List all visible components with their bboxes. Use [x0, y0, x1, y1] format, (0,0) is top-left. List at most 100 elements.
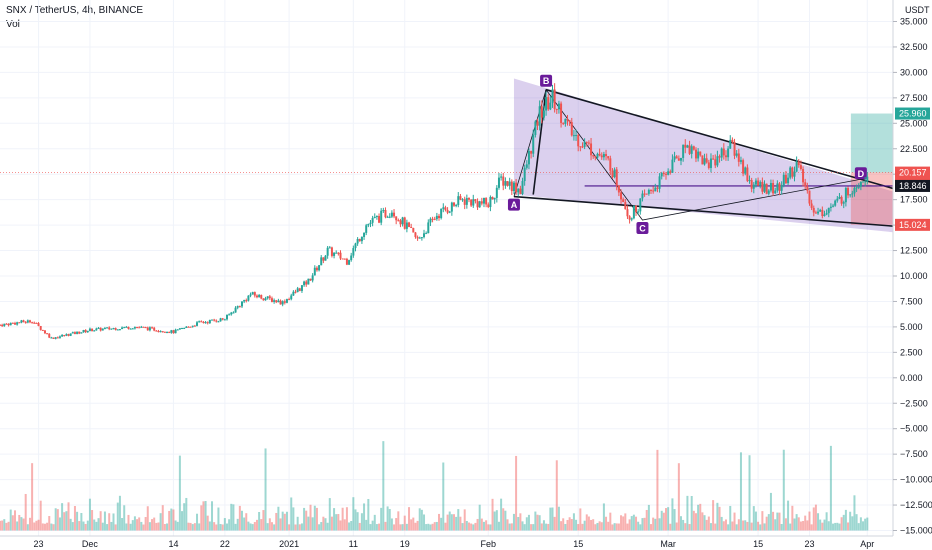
- volume-bar: [851, 516, 854, 531]
- volume-bar: [538, 515, 541, 531]
- candle-body: [677, 158, 680, 161]
- volume-bar: [401, 524, 404, 531]
- candle-body: [408, 222, 411, 227]
- candle-body: [236, 306, 239, 308]
- candle-body: [639, 198, 642, 212]
- volume-bar: [855, 514, 858, 531]
- candle-body: [219, 318, 222, 322]
- candle-body: [412, 227, 415, 233]
- volume-bar: [431, 523, 434, 531]
- candle-body: [416, 237, 419, 239]
- volume-bar: [602, 503, 605, 531]
- price-tag-bg: [895, 107, 930, 120]
- volume-bar: [765, 516, 768, 531]
- candle-body: [403, 217, 406, 229]
- candle-body: [825, 213, 828, 215]
- candle-body: [812, 207, 815, 213]
- volume-bar: [427, 523, 430, 531]
- volume-bar: [463, 509, 466, 531]
- candle-body: [452, 202, 455, 206]
- volume-bar: [373, 514, 376, 531]
- volume-bar: [722, 521, 725, 531]
- candle-body: [84, 330, 87, 333]
- volume-bar: [86, 520, 89, 531]
- volume-bar: [335, 514, 338, 531]
- volume-bar: [236, 518, 239, 531]
- y-tick-label: −12.500: [900, 500, 932, 510]
- volume-bar: [144, 517, 147, 531]
- volume-bar: [864, 518, 867, 531]
- volume-bar: [575, 519, 578, 531]
- candle-body: [339, 252, 342, 259]
- pattern-label-a: A: [511, 200, 518, 210]
- candle-body: [300, 285, 303, 291]
- candle-body: [183, 327, 186, 329]
- candle-body: [712, 158, 715, 160]
- volume-bar: [744, 520, 747, 531]
- candle-body: [692, 146, 695, 150]
- y-tick-label: −2.500: [900, 398, 928, 408]
- candle-body: [365, 225, 368, 233]
- candle-body: [86, 330, 89, 333]
- volume-bar: [414, 522, 417, 531]
- candle-body: [78, 331, 81, 334]
- volume-bar: [637, 521, 640, 531]
- candles: [0, 83, 869, 340]
- candle-body: [461, 199, 464, 201]
- candle-body: [174, 329, 177, 334]
- volume-bar: [174, 520, 177, 531]
- candle-body: [373, 216, 376, 219]
- volume-bar: [677, 463, 680, 531]
- volume-bar: [594, 524, 597, 531]
- volume-bar: [455, 516, 458, 531]
- time-axis[interactable]: 23 Dec 14 22 2021 11 19 Feb 15 Mar 15 23 Apr: [0, 535, 932, 550]
- volume-bar: [673, 509, 676, 531]
- price-axis[interactable]: USDT 35.000 32.500 30.000 27.500 25.000 22.500…: [892, 0, 932, 550]
- y-tick-label: 32.500: [900, 42, 928, 52]
- candle-body: [613, 169, 616, 178]
- candle-body: [43, 330, 46, 334]
- candle-body: [341, 258, 344, 260]
- candle-body: [662, 173, 665, 175]
- volume-bar: [202, 501, 205, 531]
- volume-bar: [583, 520, 586, 531]
- candle-body: [168, 332, 171, 334]
- candle-body: [52, 337, 55, 339]
- y-tick-label: 7.500: [900, 296, 923, 306]
- volume-bar: [615, 523, 618, 531]
- pattern-path: [513, 88, 861, 221]
- volume-bar: [476, 518, 479, 531]
- candle-body: [491, 196, 494, 200]
- candle-body: [95, 328, 98, 331]
- candle-body: [834, 200, 837, 206]
- candle-body: [114, 328, 117, 330]
- volume-bar: [26, 524, 29, 531]
- volume-bar: [384, 521, 387, 531]
- x-tick-label: 23: [34, 539, 44, 549]
- volume-bar: [170, 508, 173, 531]
- candle-body: [303, 281, 306, 286]
- candle-body: [39, 325, 42, 330]
- volume-bar: [829, 445, 832, 531]
- volume-bar: [341, 507, 344, 531]
- volume-bar: [337, 514, 340, 531]
- volume-bar: [729, 505, 732, 531]
- x-tick-label: Apr: [860, 539, 874, 549]
- candle-body: [707, 162, 710, 168]
- candle-body: [739, 160, 742, 162]
- candle-body: [350, 255, 353, 261]
- candle-body: [172, 330, 175, 334]
- candle-body: [356, 239, 359, 244]
- candle-body: [748, 180, 751, 182]
- volume-bar: [506, 519, 509, 531]
- candle-body: [731, 139, 734, 143]
- harmonic-pattern: A B C D: [0, 74, 896, 235]
- candle-body: [853, 188, 856, 194]
- candle-body: [772, 183, 775, 194]
- candle-body: [112, 328, 115, 330]
- volume-bar: [560, 521, 563, 531]
- candle-body: [500, 176, 503, 178]
- volume-bar: [65, 511, 68, 531]
- volume-bar: [193, 523, 196, 531]
